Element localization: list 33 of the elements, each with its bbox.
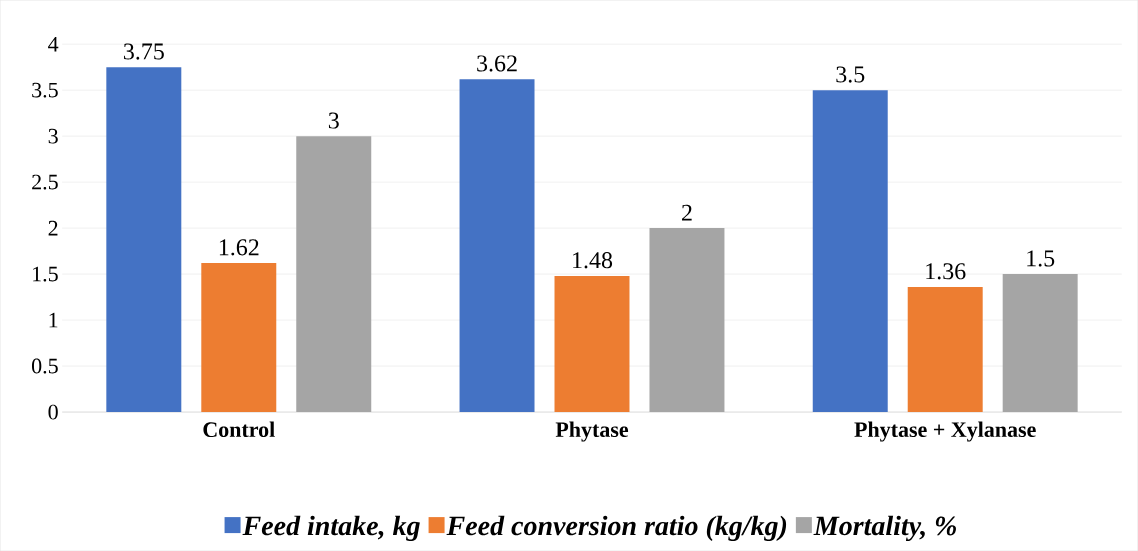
bar (649, 228, 725, 412)
legend-label: Feed intake, kg (242, 515, 420, 541)
bar (554, 275, 630, 412)
data-label: 1.36 (926, 263, 966, 280)
bar (1002, 274, 1078, 412)
data-label: 1.62 (219, 239, 259, 256)
legend-label: Feed conversion ratio (kg/kg) (446, 515, 787, 541)
data-label: 3.75 (123, 43, 164, 60)
y-tick-label: 3 (48, 128, 58, 144)
y-tick-label: 3.5 (32, 82, 58, 98)
x-tick-label: Control (203, 421, 275, 437)
y-tick-label: 1 (49, 312, 58, 328)
bar (459, 79, 535, 412)
data-label: 1.5 (1027, 250, 1055, 267)
y-tick-label: 1.5 (33, 266, 58, 282)
bar (106, 67, 182, 412)
y-tick-label: 0.5 (31, 358, 58, 374)
bar (201, 262, 277, 412)
data-label: 3.62 (477, 55, 517, 72)
bar (296, 136, 372, 412)
legend-label: Mortality, % (813, 515, 956, 541)
y-tick-label: 2.5 (32, 174, 58, 190)
data-label: 1.48 (573, 252, 613, 269)
x-tick-label: Phytase (555, 421, 629, 442)
bar (812, 90, 888, 412)
data-label: 3.5 (836, 66, 865, 83)
bar (907, 286, 983, 412)
data-label: 2 (682, 204, 692, 221)
x-tick-label: Phytase + Xylanase (854, 421, 1036, 442)
data-label: 3 (328, 112, 339, 129)
y-tick-label: 0 (48, 404, 58, 420)
y-tick-label: 2 (48, 220, 58, 236)
y-tick-label: 4 (48, 36, 59, 52)
